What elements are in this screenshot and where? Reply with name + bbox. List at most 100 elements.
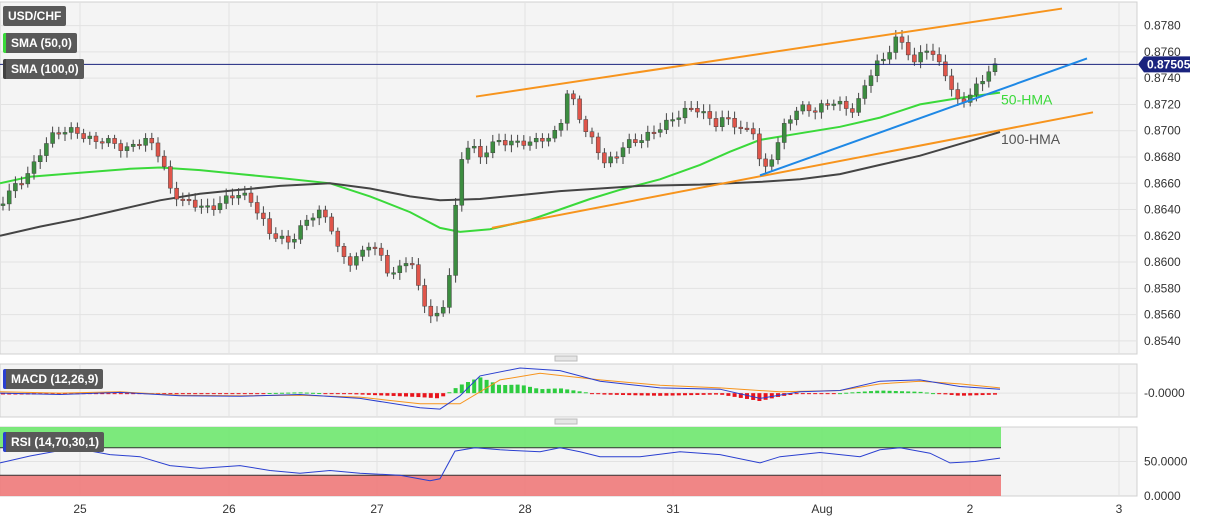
macd-histogram-positive: [875, 390, 880, 394]
candle-bearish: [651, 131, 657, 134]
macd-histogram-negative: [168, 393, 173, 395]
candle-bullish: [986, 71, 992, 82]
macd-histogram-negative: [391, 393, 396, 396]
candle-bearish: [149, 138, 155, 144]
candle-bearish: [825, 103, 830, 106]
macd-histogram-negative: [342, 393, 346, 395]
candle-bullish: [788, 119, 793, 124]
candle-bearish: [955, 89, 961, 100]
macd-histogram-negative: [162, 393, 167, 395]
candle-bearish: [540, 138, 545, 142]
candle-bullish: [980, 81, 985, 85]
candle-bearish: [267, 218, 272, 234]
panel-resize-handle: [554, 418, 578, 425]
macd-histogram-positive: [844, 392, 849, 394]
candle-bullish: [13, 183, 18, 192]
candle-bearish: [930, 50, 936, 55]
macd-histogram-negative: [813, 393, 818, 395]
candle-bearish: [254, 202, 260, 214]
macd-histogram-negative: [397, 393, 402, 397]
candle-bullish: [515, 140, 520, 143]
candle-bullish: [800, 104, 806, 112]
candle-bullish: [366, 246, 372, 251]
candle-bearish: [936, 54, 942, 63]
macd-histogram-negative: [602, 393, 607, 395]
macd-histogram-negative: [769, 393, 774, 399]
macd-histogram-positive: [484, 379, 489, 394]
rsi-overbought-zone: [0, 427, 1001, 448]
y-tick-label: 0.8740: [1144, 71, 1181, 85]
trend-line: [491, 111, 1094, 229]
candle-bearish: [757, 133, 762, 160]
sma-100-label: SMA (100,0): [3, 59, 84, 79]
candle-bullish: [304, 219, 310, 226]
macd-histogram-negative: [379, 393, 384, 396]
candle-bearish: [186, 199, 192, 202]
macd-histogram-negative: [100, 393, 105, 395]
candle-bullish: [298, 225, 303, 240]
macd-histogram-negative: [348, 393, 353, 395]
macd-histogram-negative: [695, 393, 700, 395]
candle-bullish: [657, 129, 663, 133]
macd-histogram-positive: [906, 391, 911, 394]
candle-bearish: [422, 285, 427, 307]
macd-label: MACD (12,26,9): [3, 369, 104, 389]
macd-histogram-positive: [459, 384, 464, 394]
candle-bearish: [912, 54, 917, 63]
candle-bullish: [440, 307, 446, 314]
candle-bearish: [378, 247, 384, 256]
macd-histogram-positive: [292, 392, 297, 394]
macd-histogram-positive: [900, 391, 904, 394]
macd-histogram-positive: [552, 388, 557, 394]
y-tick-label: 0.8760: [1144, 45, 1181, 59]
macd-histogram-negative: [211, 393, 216, 395]
macd-histogram-negative: [962, 393, 966, 396]
macd-histogram-negative: [224, 393, 229, 395]
macd-histogram-negative: [354, 393, 359, 395]
candle-bullish: [471, 146, 477, 149]
panel-resize-handle: [554, 355, 578, 362]
macd-histogram-negative: [732, 393, 737, 397]
candle-bullish: [533, 138, 539, 143]
macd-histogram-negative: [670, 393, 675, 396]
candle-bearish: [230, 195, 235, 199]
candle-bearish: [583, 119, 589, 132]
macd-histogram-positive: [528, 386, 532, 394]
macd-histogram-positive: [540, 389, 545, 394]
macd-histogram-negative: [738, 393, 743, 398]
macd-histogram-positive: [559, 388, 563, 394]
macd-histogram-negative: [664, 393, 669, 396]
macd-histogram-positive: [534, 388, 539, 394]
candle-bearish: [168, 166, 173, 189]
rsi-oversold-zone: [0, 475, 1001, 496]
macd-histogram-negative: [745, 393, 749, 399]
macd-histogram-negative: [255, 393, 260, 395]
candle-bullish: [608, 156, 613, 164]
candle-bullish: [881, 58, 886, 62]
macd-histogram-negative: [205, 393, 210, 395]
hma-50-annotation: 50-HMA: [1001, 92, 1053, 108]
macd-histogram-negative: [707, 393, 712, 395]
macd-histogram-negative: [50, 393, 55, 395]
macd-histogram-negative: [373, 393, 377, 396]
macd-histogram-negative: [242, 393, 247, 395]
candle-bullish: [397, 265, 403, 273]
macd-histogram-negative: [174, 393, 179, 395]
candle-bullish: [670, 119, 675, 122]
macd-histogram-negative: [410, 393, 415, 397]
candle-bearish: [409, 263, 415, 266]
macd-histogram-negative: [986, 393, 991, 395]
candle-bearish: [571, 93, 576, 100]
candle-bullish: [719, 117, 725, 127]
candle-bullish: [819, 103, 824, 113]
candle-bullish: [924, 50, 930, 53]
macd-histogram-negative: [230, 393, 235, 395]
candle-bullish: [837, 100, 843, 105]
last-price-value: 0.87505: [1147, 57, 1191, 71]
x-tick-label: 25: [73, 502, 87, 516]
candle-bearish: [75, 127, 80, 134]
macd-histogram-negative: [249, 393, 253, 395]
macd-histogram-positive: [912, 391, 917, 394]
candle-bearish: [806, 104, 812, 112]
candle-bearish: [589, 131, 595, 138]
